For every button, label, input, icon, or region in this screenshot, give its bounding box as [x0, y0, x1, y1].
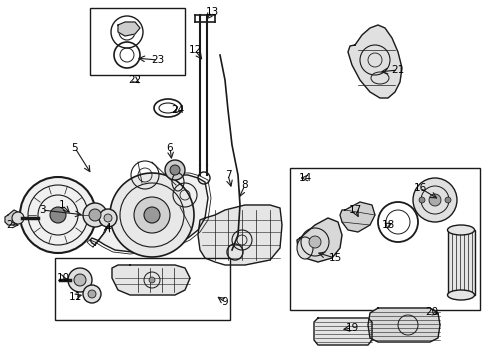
- Text: 13: 13: [205, 7, 218, 17]
- Bar: [447, 230, 474, 295]
- Circle shape: [412, 178, 456, 222]
- Circle shape: [12, 212, 24, 224]
- Text: 18: 18: [381, 220, 394, 230]
- Circle shape: [88, 290, 96, 298]
- Text: 15: 15: [328, 253, 341, 263]
- Circle shape: [68, 268, 92, 292]
- Circle shape: [83, 285, 101, 303]
- Text: 1: 1: [59, 200, 65, 210]
- Text: 21: 21: [390, 65, 404, 75]
- Circle shape: [149, 277, 155, 283]
- Bar: [55, 258, 229, 320]
- Text: 23: 23: [151, 55, 164, 65]
- Circle shape: [418, 197, 424, 203]
- Polygon shape: [198, 205, 282, 265]
- Text: 17: 17: [347, 205, 361, 215]
- Text: 16: 16: [412, 183, 426, 193]
- Text: 2: 2: [7, 220, 13, 230]
- Polygon shape: [118, 22, 140, 36]
- Bar: [90, 8, 184, 75]
- Text: 3: 3: [39, 205, 45, 215]
- Text: 11: 11: [68, 292, 81, 302]
- Text: 7: 7: [224, 170, 231, 180]
- Text: 4: 4: [104, 223, 111, 233]
- Polygon shape: [339, 202, 374, 232]
- Circle shape: [308, 236, 320, 248]
- Circle shape: [50, 207, 66, 223]
- Text: 8: 8: [241, 180, 248, 190]
- Text: 19: 19: [345, 323, 358, 333]
- Text: 5: 5: [72, 143, 78, 153]
- Circle shape: [99, 209, 117, 227]
- Ellipse shape: [447, 225, 473, 235]
- Polygon shape: [296, 218, 341, 262]
- Circle shape: [170, 165, 180, 175]
- Circle shape: [20, 177, 96, 253]
- Ellipse shape: [447, 290, 473, 300]
- Circle shape: [143, 207, 160, 223]
- Text: 12: 12: [188, 45, 201, 55]
- Polygon shape: [5, 210, 18, 225]
- Text: 14: 14: [298, 173, 311, 183]
- Polygon shape: [347, 25, 401, 98]
- Text: 6: 6: [166, 143, 173, 153]
- Circle shape: [89, 209, 101, 221]
- Circle shape: [74, 274, 86, 286]
- Circle shape: [110, 173, 194, 257]
- Text: 10: 10: [56, 273, 69, 283]
- Circle shape: [428, 194, 440, 206]
- Text: 20: 20: [425, 307, 438, 317]
- Circle shape: [134, 197, 170, 233]
- Polygon shape: [112, 265, 190, 295]
- Text: 22: 22: [128, 75, 142, 85]
- Polygon shape: [90, 175, 207, 252]
- Circle shape: [104, 214, 112, 222]
- Polygon shape: [367, 308, 439, 342]
- Ellipse shape: [296, 237, 312, 259]
- Circle shape: [164, 160, 184, 180]
- Polygon shape: [313, 318, 371, 345]
- Circle shape: [83, 203, 107, 227]
- Circle shape: [119, 24, 135, 40]
- Text: 24: 24: [171, 105, 184, 115]
- Circle shape: [444, 197, 450, 203]
- Bar: [289, 168, 479, 310]
- Text: 9: 9: [221, 297, 228, 307]
